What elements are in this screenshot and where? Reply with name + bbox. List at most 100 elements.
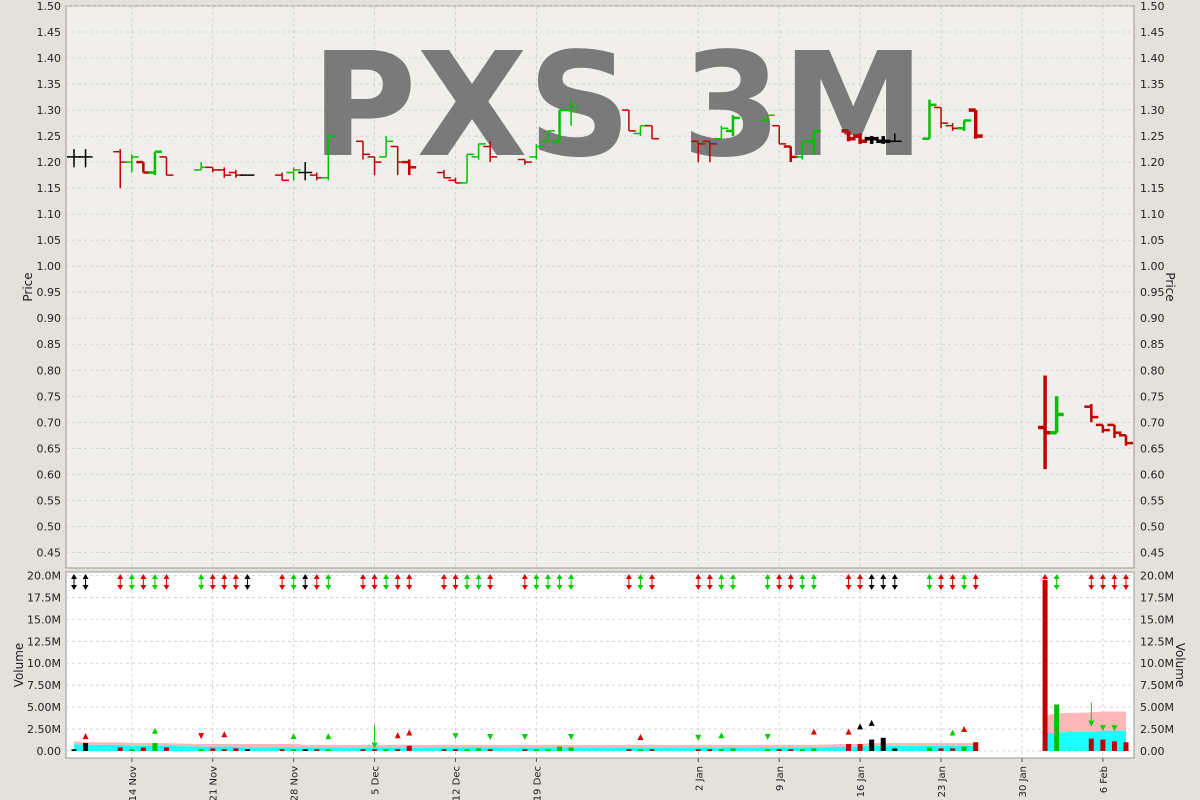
top-arrow-up (221, 574, 228, 579)
signal-up-marker (949, 729, 956, 736)
top-arrow-up (649, 574, 656, 579)
volume-bar (383, 749, 389, 751)
signal-down-marker (1111, 725, 1118, 732)
top-arrow-up (279, 574, 286, 579)
volume-bar (210, 748, 216, 751)
price-tick-label: 0.55 (1140, 494, 1165, 507)
volume-bar (163, 747, 169, 751)
top-arrow-down (487, 585, 494, 590)
volume-bar (799, 749, 805, 751)
top-arrow-down (290, 585, 297, 590)
volume-bars (71, 579, 1129, 751)
top-arrow-up (810, 574, 817, 579)
top-arrow-up (440, 574, 447, 579)
volume-bar (464, 749, 470, 751)
volume-bar (718, 749, 724, 751)
top-arrow-up (1042, 574, 1049, 579)
watermark: PXS 3M (311, 21, 925, 189)
top-arrow-down (891, 585, 898, 590)
volume-bar (869, 739, 875, 751)
price-tick-label: 0.90 (1140, 312, 1165, 325)
signal-down-marker (764, 733, 771, 740)
volume-bar (857, 743, 863, 751)
top-arrow-down (163, 585, 170, 590)
price-tick-label: 1.10 (1140, 208, 1165, 221)
price-tick-label: 0.45 (37, 546, 62, 559)
date-tick-label: 6 Feb (1099, 766, 1110, 793)
signal-up-marker (961, 726, 968, 733)
volume-tick-label: 5.00M (27, 701, 61, 714)
top-arrow-down (128, 585, 135, 590)
signal-up-marker (857, 723, 864, 730)
volume-bar (302, 749, 308, 751)
price-tick-label: 1.05 (1140, 234, 1165, 247)
price-tick-label: 0.85 (37, 338, 62, 351)
volume-bar (244, 749, 250, 751)
top-arrow-down (787, 585, 794, 590)
volume-bar (487, 749, 493, 751)
top-arrow-down (718, 585, 725, 590)
top-arrow-up (290, 574, 297, 579)
top-arrow-up (1123, 574, 1129, 579)
price-tick-label: 1.30 (1140, 104, 1165, 117)
date-tick-label: 5 Dec (371, 766, 382, 795)
top-arrow-up (1099, 574, 1106, 579)
top-arrow-up (128, 574, 135, 579)
date-tick-label: 28 Nov (290, 766, 301, 800)
signal-down-marker (452, 733, 459, 740)
volume-bar (1100, 739, 1106, 751)
volume-tick-label: 12.5M (27, 635, 61, 648)
volume-tick-label: 2.50M (27, 723, 61, 736)
top-arrow-down (475, 585, 482, 590)
top-arrow-down (1053, 585, 1060, 590)
top-arrow-up (371, 574, 378, 579)
price-right-axis-label: Price (1163, 272, 1177, 301)
volume-bar (1088, 738, 1094, 751)
top-arrow-up (799, 574, 806, 579)
volume-bar (557, 746, 563, 751)
top-arrow-up (198, 574, 205, 579)
price-tick-label: 0.50 (37, 520, 62, 533)
top-arrow-down (302, 585, 309, 590)
date-tick-label: 19 Dec (532, 766, 543, 800)
top-arrow-up (868, 574, 875, 579)
price-tick-label: 1.00 (37, 260, 62, 273)
top-arrow-up (383, 574, 390, 579)
price-tick-label: 0.90 (37, 312, 62, 325)
top-arrow-up (452, 574, 459, 579)
volume-plot-area (65, 571, 1135, 759)
top-arrow-down (706, 585, 713, 590)
volume-bar (452, 749, 458, 751)
top-arrow-down (568, 585, 575, 590)
top-arrow-up (706, 574, 713, 579)
top-arrow-up (475, 574, 482, 579)
signal-long-arrow-head (371, 742, 378, 749)
volume-bar (1111, 741, 1117, 751)
volume-bar (325, 749, 331, 751)
volume-bar (233, 748, 239, 751)
top-arrow-down (776, 585, 783, 590)
date-tick-label: 21 Nov (209, 766, 220, 800)
top-arrow-up (302, 574, 309, 579)
date-tick-label: 14 Nov (128, 766, 139, 800)
price-tick-label: 1.40 (37, 52, 62, 65)
volume-bar (626, 749, 632, 751)
price-tick-label: 0.70 (37, 416, 62, 429)
volume-bar (522, 749, 528, 751)
volume-bar (140, 747, 146, 751)
price-tick-label: 0.45 (1140, 546, 1165, 559)
signal-down-marker (695, 734, 702, 741)
volume-bar (476, 748, 482, 751)
volume-bar (765, 749, 771, 751)
volume-bar (71, 749, 77, 751)
volume-tick-label: 10.0M (27, 657, 61, 670)
top-arrow-up (394, 574, 401, 579)
volume-bar (846, 743, 852, 751)
volume-tick-label: 0.00 (1140, 745, 1165, 758)
top-arrow-down (452, 585, 459, 590)
date-tick-label: 16 Jan (856, 766, 867, 797)
signal-down-marker (521, 733, 528, 740)
top-arrow-down (371, 585, 378, 590)
price-tick-label: 1.25 (37, 130, 62, 143)
volume-right-axis: 20.0M 17.5M 15.0M 12.5M 10.0M 7.50M 5.00M 2.50M… (1140, 570, 1174, 758)
